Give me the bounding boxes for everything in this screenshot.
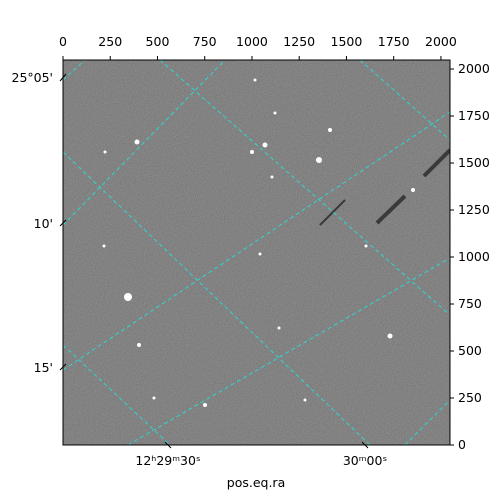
coordinate-grid — [63, 60, 450, 445]
y-tick-label: 0 — [458, 437, 466, 452]
x-tick-label: 1000 — [236, 34, 268, 49]
dec-tick-label: 15' — [34, 360, 53, 375]
ra-tick-label: 12ʰ29ᵐ30ˢ — [135, 453, 200, 468]
ra-tick-label: 30ᵐ00ˢ — [343, 453, 387, 468]
x-tick-label: 1750 — [378, 34, 410, 49]
frame — [62, 59, 451, 446]
dec-tick-label: 10' — [34, 216, 53, 231]
streaks — [319, 148, 450, 226]
stars — [102, 78, 415, 407]
y-tick-label: 250 — [458, 390, 482, 405]
x-tick-label: 1250 — [283, 34, 315, 49]
x-axis-label: pos.eq.ra — [227, 475, 285, 490]
x-tick-label: 0 — [59, 34, 67, 49]
y-tick-label: 1750 — [458, 108, 490, 123]
x-tick-label: 2000 — [425, 34, 457, 49]
y-tick-label: 500 — [458, 343, 482, 358]
y-tick-label: 1250 — [458, 202, 490, 217]
x-tick-label: 750 — [193, 34, 217, 49]
y-tick-label: 1500 — [458, 155, 490, 170]
world-ticks — [59, 73, 369, 449]
dec-tick-label: 25°05' — [12, 70, 54, 85]
x-tick-label: 500 — [146, 34, 170, 49]
x-tick-label: 1500 — [331, 34, 363, 49]
y-tick-label: 2000 — [458, 61, 490, 76]
x-tick-label: 250 — [98, 34, 122, 49]
y-tick-label: 1000 — [458, 249, 490, 264]
y-tick-label: 750 — [458, 296, 482, 311]
sky-image — [63, 60, 450, 445]
